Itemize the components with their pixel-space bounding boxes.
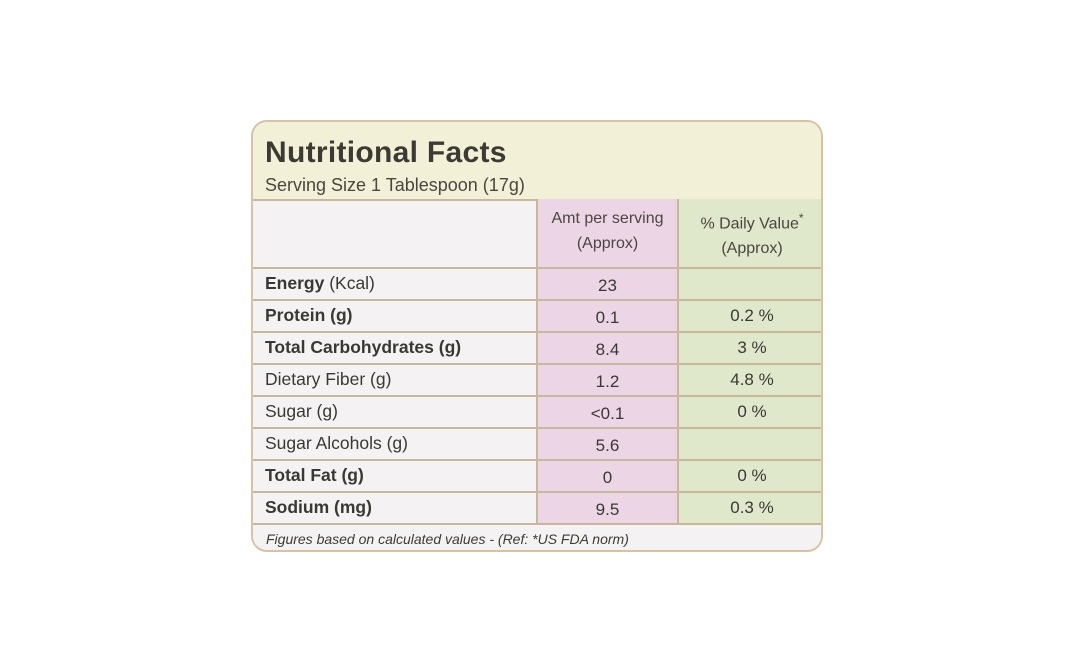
daily-value-column-header: % Daily Value* (Approx) [679,206,821,261]
daily-value-header-line1: % Daily Value* [679,206,821,236]
nutrient-name: Sugar (g) [265,401,338,421]
nutrient-row-sugar: Sugar (g) <0.1 0 % [253,395,821,427]
amount-column [536,199,679,524]
nutrient-row-total-carbohydrates: Total Carbohydrates (g) 8.4 3 % [253,331,821,363]
nutrient-name: Energy (Kcal) [265,273,375,293]
nutrient-row-sodium: Sodium (mg) 9.5 0.3 % [253,491,821,523]
nutrient-amount: 5.6 [595,436,620,455]
label-footer: Figures based on calculated values - (Re… [253,523,821,550]
nutrient-daily-value: 0 % [737,466,767,485]
amount-header-line2: (Approx) [576,235,639,252]
nutrient-name: Protein (g) [265,305,353,325]
daily-value-asterisk: * [798,211,804,225]
nutrient-amount: 0.1 [595,308,620,327]
nutrient-name: Total Carbohydrates (g) [265,337,462,357]
nutrient-name: Sodium (mg) [265,497,372,517]
nutrient-amount: 9.5 [595,500,620,519]
nutrient-name: Dietary Fiber (g) [265,369,392,389]
nutrient-amount: 23 [598,276,617,295]
nutrient-row-sugar-alcohols: Sugar Alcohols (g) 5.6 [253,427,821,459]
daily-value-header-line2: (Approx) [721,240,783,258]
label-header: Nutritional Facts Serving Size 1 Tablesp… [253,122,821,201]
label-title: Nutritional Facts [265,136,507,169]
nutrient-row-energy: Energy (Kcal) 23 [253,267,821,299]
nutrient-amount: 1.2 [595,372,620,391]
nutrient-daily-value: 4.8 % [730,370,774,389]
nutrient-amount: 8.4 [595,340,620,359]
daily-value-column [679,199,821,524]
nutrient-row-protein: Protein (g) 0.1 0.2 % [253,299,821,331]
nutrient-row-total-fat: Total Fat (g) 0 0 % [253,459,821,491]
nutrient-daily-value: 0.3 % [730,498,774,517]
nutrient-daily-value: 0 % [737,402,767,421]
nutrient-name: Total Fat (g) [265,465,364,485]
nutrient-name: Sugar Alcohols (g) [265,433,408,453]
daily-value-header-text: % Daily Value [700,215,799,233]
nutrient-daily-value: 0.2 % [730,306,774,325]
amount-column-header: Amt per serving (Approx) [536,206,679,256]
nutrient-amount: <0.1 [590,404,625,423]
nutrient-amount: 0 [602,468,613,487]
serving-size: Serving Size 1 Tablespoon (17g) [265,175,525,195]
nutrient-daily-value: 3 % [737,338,767,357]
footnote: Figures based on calculated values - (Re… [266,531,629,547]
nutrient-rows: Energy (Kcal) 23 Protein (g) 0.1 0.2 % T… [253,267,821,523]
amount-header-line1: Amt per serving [551,210,664,227]
nutrition-facts-label: Nutritional Facts Serving Size 1 Tablesp… [251,120,823,552]
nutrient-row-dietary-fiber: Dietary Fiber (g) 1.2 4.8 % [253,363,821,395]
